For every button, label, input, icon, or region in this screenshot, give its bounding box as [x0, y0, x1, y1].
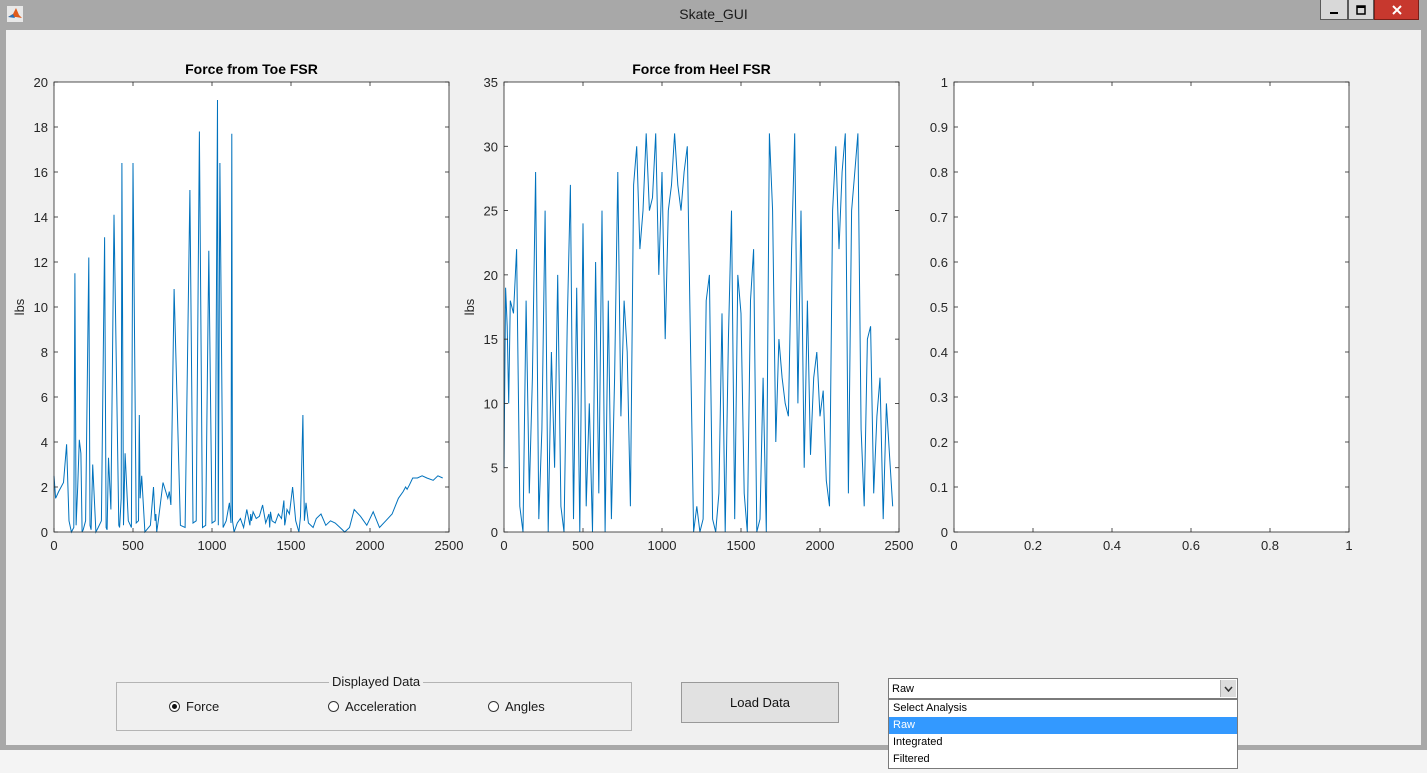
maximize-icon — [1356, 4, 1366, 15]
y-tick-label: 8 — [41, 345, 48, 360]
y-tick-label: 0.5 — [930, 300, 948, 315]
window-frame-left — [0, 30, 6, 748]
y-tick-label: 0.2 — [930, 435, 948, 450]
plots-area: 0 500 1000 1500 2000 250002468101214161820For… — [12, 61, 1353, 553]
plot-background — [54, 82, 449, 532]
x-tick-label: 2000 — [356, 538, 385, 553]
y-tick-label: 20 — [34, 75, 48, 90]
axes-border — [503, 81, 900, 533]
maximize-button[interactable] — [1348, 0, 1374, 20]
radio-angles-indicator[interactable] — [488, 701, 499, 712]
analysis-dropdown-value: Raw — [892, 683, 915, 695]
x-tick-label: 0 — [950, 538, 957, 553]
x-tick-label: 500 — [572, 538, 594, 553]
window-title: Skate_GUI — [679, 6, 748, 22]
minimize-icon — [1330, 11, 1338, 14]
dropdown-option-select-analysis[interactable]: Select Analysis — [893, 702, 967, 714]
y-tick-label: 0.8 — [930, 165, 948, 180]
x-tick-label: 0.2 — [1024, 538, 1042, 553]
x-tick-label: 2000 — [806, 538, 835, 553]
x-tick-label: 2500 — [435, 538, 464, 553]
radio-force-indicator[interactable] — [169, 701, 180, 712]
y-tick-label: 0 — [41, 525, 48, 540]
plot-background — [954, 82, 1349, 532]
dropdown-option-integrated[interactable]: Integrated — [893, 736, 943, 748]
x-tick-label: 0 — [500, 538, 507, 553]
window-frame-bottom — [0, 745, 1427, 750]
dropdown-option-filtered[interactable]: Filtered — [893, 753, 930, 765]
x-tick-label: 1500 — [727, 538, 756, 553]
x-tick-label: 1 — [1345, 538, 1352, 553]
y-tick-label: 4 — [41, 435, 48, 450]
y-tick-label: 0.9 — [930, 120, 948, 135]
analysis-dropdown[interactable]: Raw — [888, 678, 1238, 699]
radio-acceleration-label: Acceleration — [345, 699, 417, 714]
y-tick-label: 14 — [34, 210, 48, 225]
series-line-0 — [53, 99, 443, 534]
y-tick-label: 0.4 — [930, 345, 948, 360]
x-tick-label: 1500 — [277, 538, 306, 553]
window-frame-right — [1421, 30, 1427, 748]
y-tick-label: 2 — [41, 480, 48, 495]
y-tick-label: 15 — [484, 332, 498, 347]
close-icon — [1391, 4, 1402, 15]
y-tick-label: 0.3 — [930, 390, 948, 405]
radio-force[interactable]: Force — [169, 699, 219, 714]
y-tick-label: 0.7 — [930, 210, 948, 225]
chart-title: Force from Toe FSR — [185, 61, 318, 77]
dropdown-arrow-button[interactable] — [1220, 680, 1236, 697]
axes-heel-fsr[interactable]: 0 500 1000 1500 2000 2500 0 5 10 15 20 25 30 35 Force … — [462, 61, 913, 553]
displayed-data-panel: Displayed Data Force Acceleration Angles — [116, 674, 632, 731]
title-bar: Skate_GUI — [0, 0, 1427, 30]
x-tick-label: 0.8 — [1261, 538, 1279, 553]
radio-acceleration[interactable]: Acceleration — [328, 699, 417, 714]
y-tick-label: 12 — [34, 255, 48, 270]
y-tick-label: 5 — [491, 461, 498, 476]
y-tick-label: 18 — [34, 120, 48, 135]
load-data-button[interactable]: Load Data — [681, 682, 839, 723]
panel-title: Displayed Data — [329, 674, 424, 690]
dropdown-option-raw[interactable]: Raw — [889, 717, 1237, 734]
minimize-button[interactable] — [1320, 0, 1348, 20]
chevron-down-icon — [1224, 686, 1233, 692]
axes-toe-fsr[interactable]: 0 500 1000 1500 2000 2500 0 2 4 6 8 10 12 14 16 18 20 For… — [12, 61, 463, 553]
y-tick-label: 0.6 — [930, 255, 948, 270]
y-tick-label: 0.1 — [930, 480, 948, 495]
radio-force-label: Force — [186, 699, 220, 714]
axes-empty[interactable]: 0 0.2 0.4 0.6 0.8 1 0 0.1 0.2 0.3 0.4 0.5 0.6 0.7 0.8 0… — [930, 75, 1353, 553]
x-tick-label: 0 — [50, 538, 57, 553]
series-line-0 — [503, 133, 894, 533]
y-tick-label: 0 — [491, 525, 498, 540]
y-tick-label: 16 — [34, 165, 48, 180]
y-axis-label: lbs — [12, 298, 27, 315]
radio-acceleration-indicator[interactable] — [328, 701, 339, 712]
y-tick-label: 20 — [484, 268, 498, 283]
y-tick-label: 30 — [484, 139, 498, 154]
y-tick-label: 1 — [941, 75, 948, 90]
x-tick-label: 500 — [122, 538, 144, 553]
close-button[interactable] — [1374, 0, 1419, 20]
y-tick-label: 10 — [34, 300, 48, 315]
y-axis-label: lbs — [462, 298, 477, 315]
x-tick-label: 1000 — [648, 538, 677, 553]
analysis-dropdown-list: Select Analysis Raw Integrated Filtered — [888, 699, 1238, 769]
y-tick-label: 6 — [41, 390, 48, 405]
x-tick-label: 2500 — [885, 538, 914, 553]
y-tick-label: 35 — [484, 75, 498, 90]
plot-background — [504, 82, 899, 532]
radio-angles-label: Angles — [505, 699, 545, 714]
radio-angles[interactable]: Angles — [488, 699, 545, 714]
y-tick-label: 10 — [484, 396, 498, 411]
x-tick-label: 0.6 — [1182, 538, 1200, 553]
y-tick-label: 25 — [484, 204, 498, 219]
x-tick-label: 0.4 — [1103, 538, 1121, 553]
chart-title: Force from Heel FSR — [632, 61, 770, 77]
x-tick-label: 1000 — [198, 538, 227, 553]
y-tick-label: 0 — [941, 525, 948, 540]
matlab-icon — [7, 6, 23, 22]
